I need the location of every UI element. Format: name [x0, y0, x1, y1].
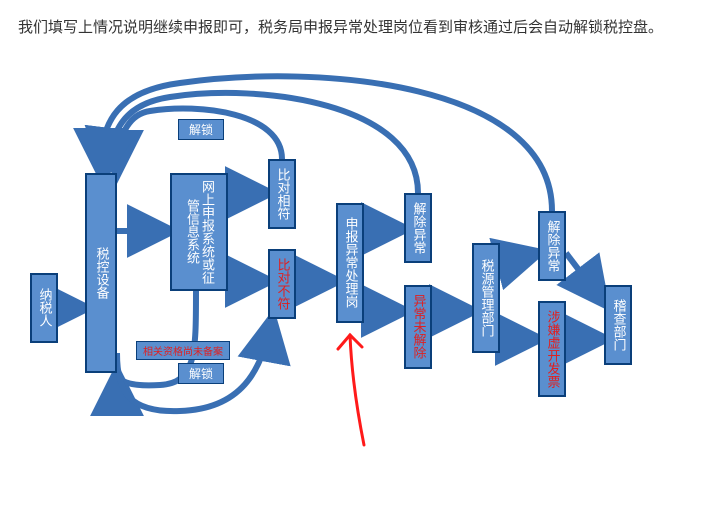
node-match_ok: 比对相符: [268, 159, 296, 229]
label-no_file: 相关资格尚未备案: [136, 341, 230, 360]
label-unlock_top: 解锁: [178, 119, 224, 140]
node-device: 税控设备: [85, 173, 117, 373]
node-fraud: 涉嫌虚开发票: [538, 301, 566, 397]
edge-source-clear2: [500, 253, 538, 263]
node-handler: 申报异常处理岗: [336, 203, 364, 323]
flow-diagram: 纳税人税控设备 网上申报系统或征管信息系统 比对相符比对不符 申报异常处理岗 解除异常异…: [0, 53, 706, 473]
caption-text: 我们填写上情况说明继续申报即可，税务局申报异常处理岗位看到审核通过后会自动解锁税…: [0, 0, 706, 53]
node-taxpayer: 纳税人: [30, 273, 58, 343]
edge-clear2-audit: [566, 253, 604, 303]
node-not_clear: 异常未解除: [404, 285, 432, 369]
node-source: 税源管理部门: [472, 243, 500, 353]
edge-clear2-device: [100, 76, 552, 211]
node-audit: 稽查部门: [604, 285, 632, 365]
node-clear1: 解除异常: [404, 193, 432, 263]
node-online: 网上申报系统或征管信息系统: [170, 173, 228, 291]
node-clear2: 解除异常: [538, 211, 566, 281]
node-match_bad: 比对不符: [268, 249, 296, 319]
edge-clear1-device: [106, 92, 418, 192]
label-unlock_bot: 解锁: [178, 363, 224, 384]
